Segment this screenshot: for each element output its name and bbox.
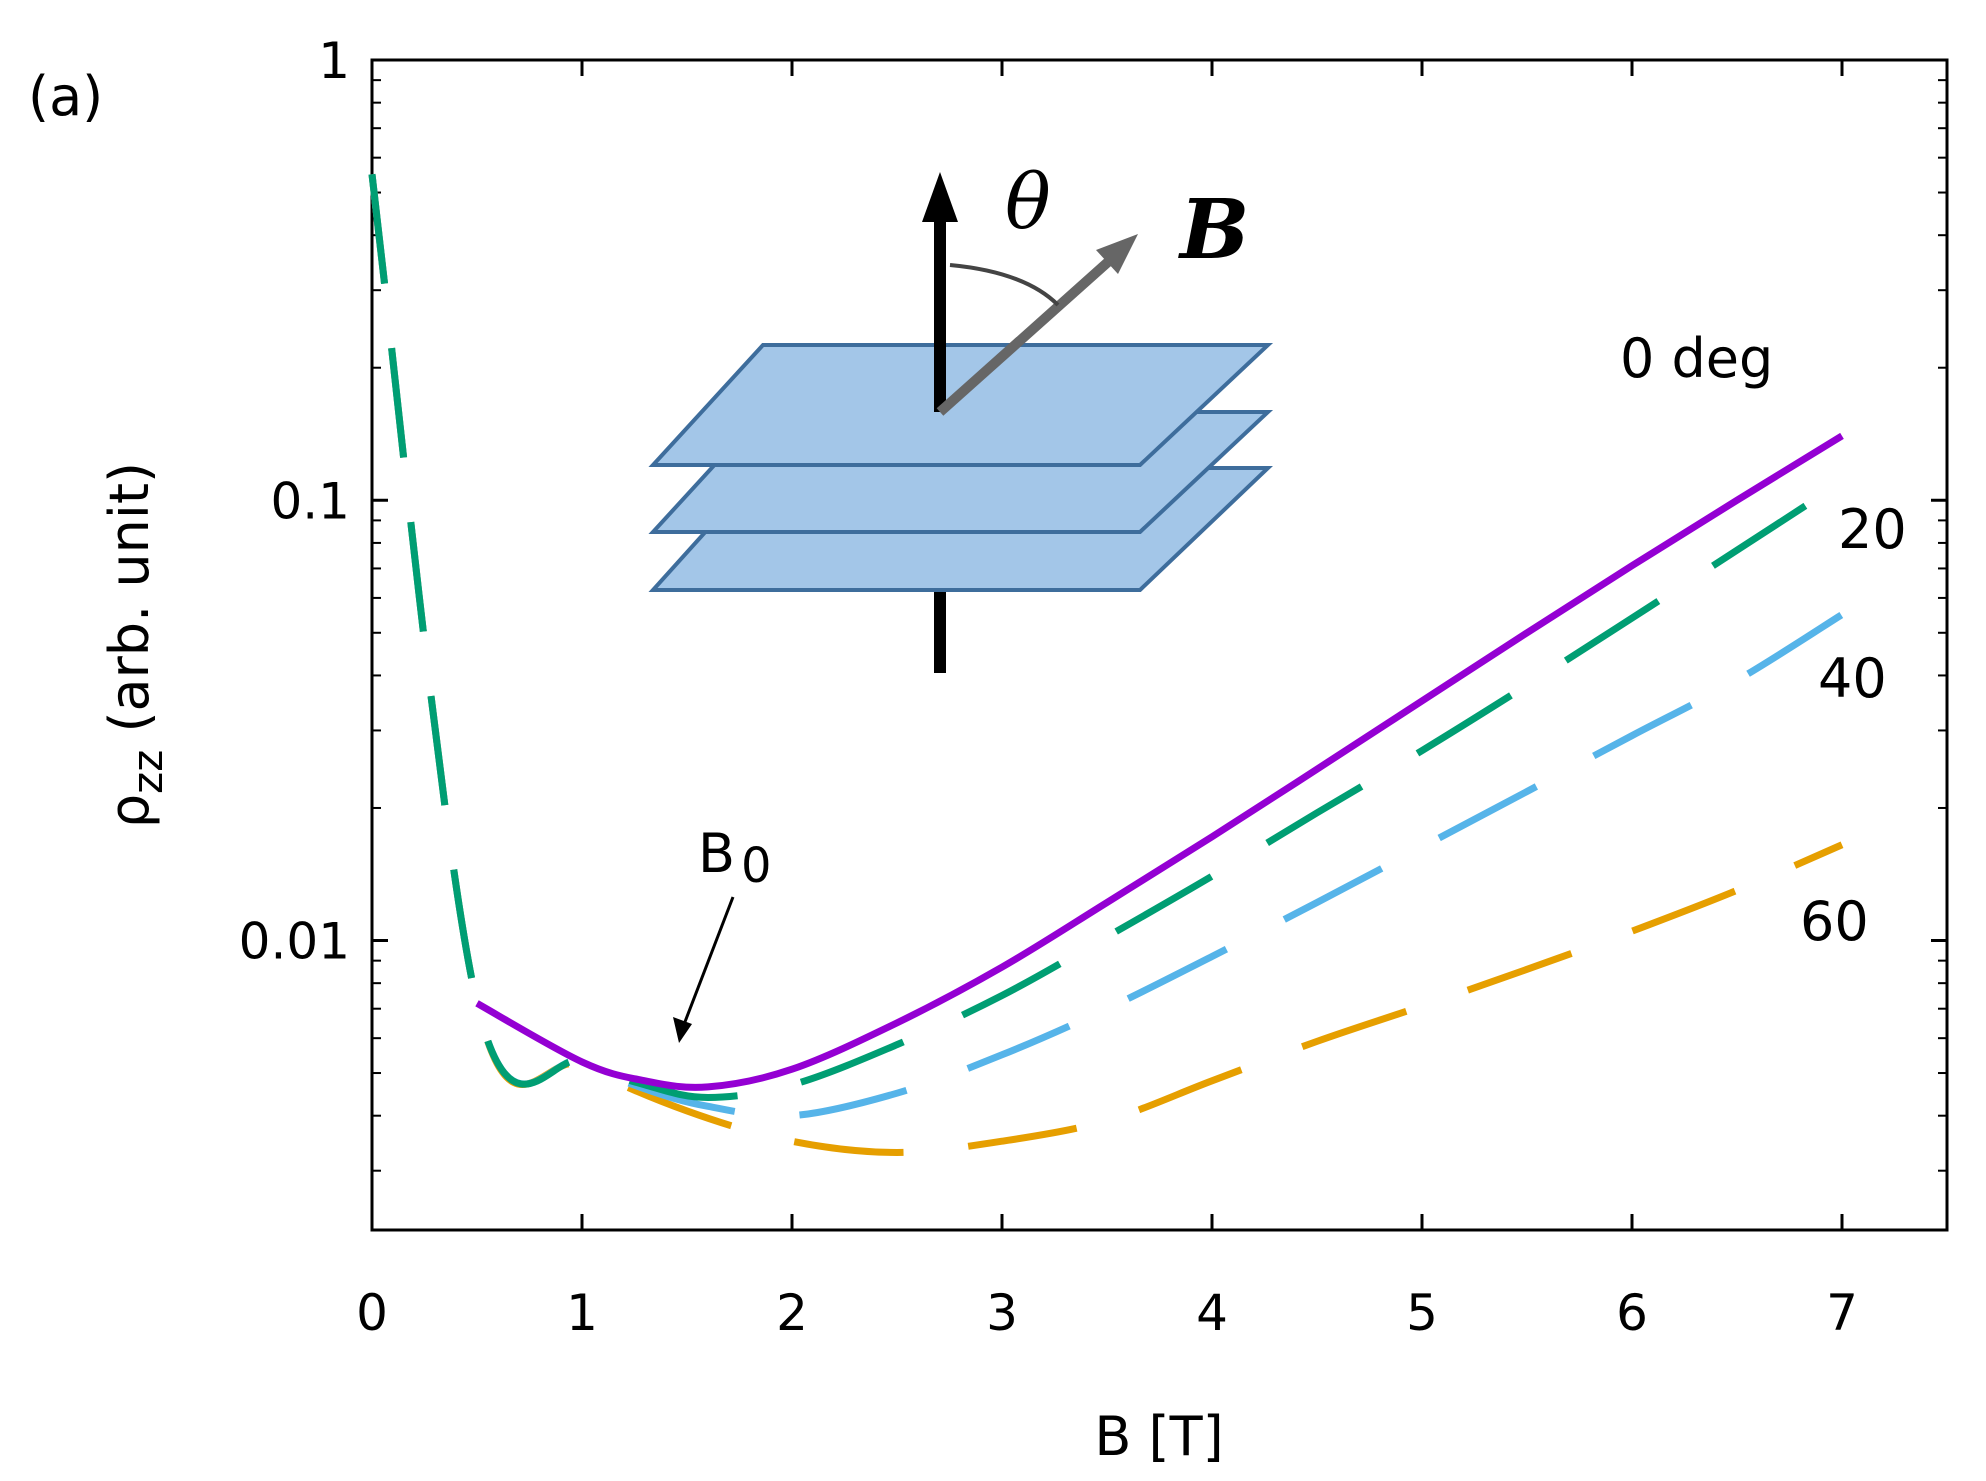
x-tick-label-6: 6 — [1616, 1284, 1648, 1342]
curve-label-0-deg: 0 deg — [1620, 327, 1773, 390]
x-tick-label-0: 0 — [356, 1284, 388, 1342]
y-tick-label-2: 0.01 — [239, 913, 350, 971]
series-line-20 — [368, 173, 1844, 1101]
panel-label: (a) — [28, 65, 103, 128]
field-arrow-shaft — [936, 258, 1112, 416]
b0-text: B — [698, 822, 735, 885]
plot-frame — [370, 58, 1949, 1232]
y-label-symbol: ρ — [98, 794, 161, 828]
axis-ticks — [370, 58, 1947, 1230]
series-line-40 — [368, 173, 1844, 1120]
series-line-60 — [368, 173, 1844, 1156]
x-tick-label-2: 2 — [776, 1284, 808, 1342]
field-arrow-head — [1096, 234, 1138, 274]
angle-symbol: θ — [1005, 157, 1051, 246]
y-axis-label: ρzz (arb. unit) — [98, 462, 172, 828]
curve-label-20: 20 — [1838, 498, 1907, 561]
data-curves — [368, 173, 1844, 1156]
layer-plane-top — [648, 343, 1274, 467]
b0-arrow-shaft — [681, 896, 735, 1028]
x-tick-label-1: 1 — [566, 1284, 598, 1342]
y-tick-label-1: 0.1 — [270, 472, 350, 530]
series-line-0-deg — [475, 432, 1844, 1091]
angle-arc — [949, 263, 1060, 307]
field-symbol: B — [1178, 182, 1249, 278]
curve-label-60: 60 — [1800, 890, 1869, 953]
x-tick-label-7: 7 — [1826, 1284, 1858, 1342]
x-tick-label-4: 4 — [1196, 1284, 1228, 1342]
x-tick-label-5: 5 — [1406, 1284, 1438, 1342]
vertical-arrow-head — [922, 172, 958, 222]
y-tick-label-0: 1 — [318, 32, 350, 90]
inset-schematic: θ B — [648, 157, 1274, 673]
y-label-subscript: zz — [123, 750, 172, 794]
y-label-rest: (arb. unit) — [98, 462, 161, 750]
b0-arrow-head — [673, 1017, 692, 1043]
x-axis-label: B [T] — [1094, 1405, 1223, 1468]
curve-label-40: 40 — [1818, 647, 1887, 710]
x-tick-label-3: 3 — [986, 1284, 1018, 1342]
tick-labels: 0 1 2 3 4 5 6 7 1 0.1 0.01 — [239, 32, 1858, 1342]
b0-subscript: 0 — [741, 838, 772, 894]
